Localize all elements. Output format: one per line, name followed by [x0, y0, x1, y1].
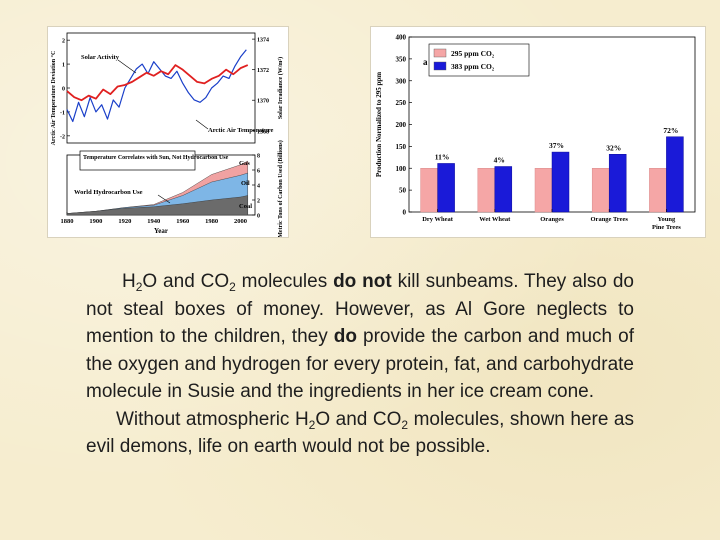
y-axis-tick-label: 100: [396, 165, 407, 173]
year-axis-tick-label: 1900: [89, 218, 102, 225]
bar-295ppm: [591, 168, 610, 213]
year-axis-title: Year: [154, 227, 168, 235]
carbon-axis-tick-label: 6: [257, 169, 260, 175]
co2-production-bar-chart-svg: 0 50 100 150 200 250 300 350 400 Production Norma…: [375, 34, 696, 231]
category-label: Dry Wheat: [422, 216, 454, 223]
year-axis-tick-label: 1940: [147, 218, 160, 225]
carbon-axis-tick-label: 2: [257, 199, 260, 205]
p1-text-a: H: [122, 271, 136, 292]
arctic-air-annotation: Arctic Air Temperature: [208, 127, 273, 134]
arctic-temperature-line: [66, 49, 247, 123]
solar-axis-tick-label: 1370: [257, 99, 269, 105]
p2-text-c: molecules, shown here as evil demons, li…: [86, 408, 634, 458]
p1-bold-do: do: [333, 326, 357, 347]
oil-label: Oil: [241, 180, 250, 187]
p2-sub-b: 2: [401, 417, 409, 432]
bar-percent-label: 72%: [663, 126, 678, 135]
bar-383ppm: [608, 154, 627, 213]
solar-activity-line: [66, 64, 249, 102]
legend-swatch: [433, 61, 447, 71]
y-axis-title: Production Normalized to 295 ppm: [375, 72, 383, 177]
p1-sub-a: 2: [135, 280, 143, 294]
p1-text-g: provide the carbon and much of the oxyge…: [86, 326, 634, 402]
world-hydrocarbon-pointer: [157, 194, 171, 204]
y-axis-tick-label: 250: [396, 99, 407, 107]
year-axis-tick-label: 1920: [118, 218, 131, 225]
year-axis-tick-label: 1960: [176, 218, 189, 225]
carbon-axis-tick-label: 8: [257, 154, 260, 160]
p2-text-a: Without atmospheric H: [116, 408, 309, 430]
bar-295ppm: [534, 168, 553, 213]
solar-temperature-chart: -2 -1 0 1 2 1368 1370 1372 1374 0 2 4 6 8 1880 1900 1920…: [47, 26, 289, 238]
solar-axis-tick-label: 1372: [257, 68, 269, 74]
year-axis-tick-label: 2000: [234, 218, 247, 225]
temp-axis-tick-label: -1: [60, 110, 65, 116]
y-axis-tick-label: 0: [403, 209, 407, 217]
panel-label: a: [423, 57, 428, 67]
bar-percent-label: 32%: [606, 143, 621, 152]
correlation-box: [79, 150, 196, 171]
p1-bold-do-not: do not: [333, 271, 392, 292]
p2-sub-a: 2: [308, 417, 316, 432]
paragraph-1: H2O and CO2 molecules do not kill sunbea…: [86, 268, 634, 406]
y-axis-tick-label: 200: [396, 121, 407, 129]
p1-text-b: O and CO: [142, 271, 230, 292]
category-label: Oranges: [540, 216, 564, 223]
bar-383ppm: [666, 136, 684, 213]
carbon-axis-tick-label: 0: [257, 214, 260, 220]
y-axis-tick-label: 400: [396, 34, 407, 42]
y-axis-tick-label: 50: [399, 187, 407, 195]
bar-383ppm: [551, 151, 570, 213]
legend-swatch: [433, 48, 447, 58]
solar-axis-title: Solar Irradiance (W/m²): [277, 57, 284, 119]
p1-sub-b: 2: [229, 280, 236, 294]
coal-label: Coal: [239, 203, 252, 210]
category-label: Wet Wheat: [479, 216, 511, 223]
bar-383ppm: [437, 163, 455, 213]
p1-text-e: kill sunbeams. They also do not steal bo…: [86, 271, 634, 347]
world-hydrocarbon-annotation: World Hydrocarbon Use: [74, 189, 143, 196]
bar-295ppm: [420, 168, 438, 213]
solar-temperature-chart-svg: -2 -1 0 1 2 1368 1370 1372 1374 0 2 4 6 8 1880 1900 1920…: [50, 32, 284, 238]
bar-percent-label: 37%: [549, 141, 564, 150]
area-coal: [66, 195, 248, 216]
bar-percent-label: 4%: [494, 156, 505, 165]
carbon-axis-title: Metric Tons of Carbon Used (Billions): [277, 140, 284, 237]
y-axis-tick-label: 150: [396, 143, 407, 151]
correlation-text: Temperature Correlates with Sun, Not Hyd…: [83, 155, 229, 161]
paragraph-2: Without atmospheric H2O and CO2 molecule…: [86, 406, 634, 461]
temp-axis-tick-label: 0: [62, 87, 65, 93]
category-label: Orange Trees: [591, 216, 629, 223]
solar-activity-pointer: [117, 59, 137, 74]
legend-label: 295 ppm CO₂: [451, 49, 495, 58]
temp-axis-title: Arctic Air Temperature Deviation °C: [50, 51, 57, 146]
body-text: H2O and CO2 molecules do not kill sunbea…: [86, 268, 634, 461]
p2-text-b: O and CO: [315, 408, 402, 430]
bar-383ppm: [494, 166, 513, 213]
arctic-air-pointer: [195, 119, 209, 130]
p1-text-c: molecules: [235, 271, 334, 292]
temp-axis-tick-label: 1: [62, 63, 65, 69]
year-axis-tick-label: 1880: [61, 218, 74, 225]
bar-percent-label: 11%: [435, 152, 450, 161]
solar-activity-annotation: Solar Activity: [81, 54, 120, 61]
year-axis-tick-label: 1980: [205, 218, 218, 225]
temp-axis-tick-label: -2: [60, 134, 65, 140]
solar-axis-tick-label: 1368: [257, 129, 269, 135]
category-label: Pine Trees: [652, 224, 681, 231]
solar-axis-tick-label: 1374: [257, 38, 269, 44]
y-axis-tick-label: 350: [396, 55, 407, 63]
y-axis-tick-label: 300: [396, 77, 407, 85]
co2-production-bar-chart: 0 50 100 150 200 250 300 350 400 Production Norma…: [370, 26, 706, 238]
gas-label: Gas: [239, 160, 250, 167]
bar-295ppm: [477, 168, 496, 213]
category-label: Young: [658, 216, 676, 223]
temp-axis-tick-label: 2: [62, 39, 65, 45]
bar-295ppm: [649, 168, 667, 213]
carbon-axis-tick-label: 4: [257, 184, 260, 190]
legend-label: 383 ppm CO₂: [451, 62, 495, 71]
